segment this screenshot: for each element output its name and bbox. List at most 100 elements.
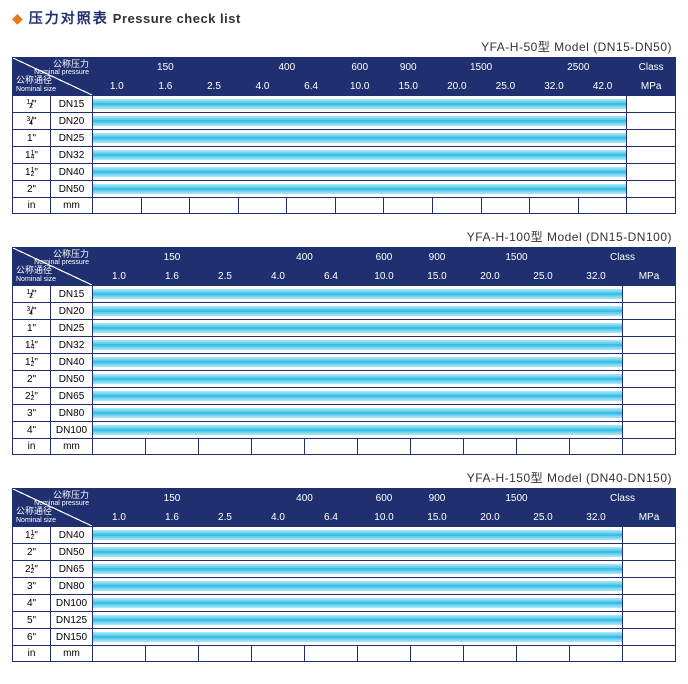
table-row: 1/2"DN15 [13,286,676,303]
footer-empty [93,439,146,455]
mpa-header: 1.6 [146,267,199,286]
footer-row: inmm [13,439,676,455]
footer-empty [517,439,570,455]
class-header: 150 [93,489,252,508]
empty-cell [623,320,676,337]
footer-empty [93,646,146,662]
size-in: 6" [13,629,51,646]
size-in: 3/4" [13,113,51,130]
pressure-range-bar [93,405,623,422]
pressure-range-bar [93,130,627,147]
mpa-header: 10.0 [358,508,411,527]
size-mm: DN150 [51,629,93,646]
footer-empty [252,646,305,662]
empty-cell [623,595,676,612]
model-label: YFA-H-50型 Model (DN15-DN50) [12,38,672,55]
class-header: Class [627,58,676,77]
mpa-header: 10.0 [335,77,384,96]
size-in: 112" [13,527,51,544]
pressure-range-bar [93,595,623,612]
pressure-range-bar [93,320,623,337]
class-header: 1500 [433,58,530,77]
empty-cell [623,286,676,303]
mpa-header: 2.5 [199,267,252,286]
size-in: 212" [13,388,51,405]
mpa-header: 15.0 [384,77,433,96]
footer-empty [570,646,623,662]
size-mm: DN125 [51,612,93,629]
class-header: Class [570,489,676,508]
table-row: 5"DN125 [13,612,676,629]
footer-empty [530,198,579,214]
footer-empty [93,198,142,214]
footer-empty [238,198,287,214]
model-label: YFA-H-100型 Model (DN15-DN100) [12,228,672,245]
footer-empty [481,198,530,214]
footer-mm: mm [51,198,93,214]
empty-cell [623,354,676,371]
mpa-header: 1.6 [141,77,190,96]
corner-header: 公称压力Nominal pressure公称通径Nominal size [13,58,93,96]
size-in: 1/2" [13,96,51,113]
empty-cell [623,612,676,629]
footer-empty [433,198,482,214]
title-cn: 压力对照表 [29,8,109,28]
class-header: 400 [252,248,358,267]
empty-cell [623,561,676,578]
size-mm: DN32 [51,147,93,164]
mpa-header: 20.0 [464,267,517,286]
size-in: 1" [13,130,51,147]
mpa-header: 25.0 [481,77,530,96]
table-row: 1"DN25 [13,130,676,147]
empty-cell [623,422,676,439]
empty-cell [627,113,676,130]
mpa-header: 25.0 [517,267,570,286]
mpa-header: 4.0 [252,508,305,527]
mpa-header: 1.0 [93,77,142,96]
pressure-range-bar [93,527,623,544]
footer-empty [335,198,384,214]
size-mm: DN50 [51,181,93,198]
footer-empty [464,439,517,455]
pressure-range-bar [93,422,623,439]
pressure-range-bar [93,303,623,320]
table-row: 112"DN40 [13,164,676,181]
mpa-header: 6.4 [287,77,336,96]
class-header: 1500 [464,248,570,267]
table-row: 6"DN150 [13,629,676,646]
mpa-header: 20.0 [433,77,482,96]
size-mm: DN32 [51,337,93,354]
table-row: 212"DN65 [13,561,676,578]
mpa-header: 32.0 [570,508,623,527]
size-mm: DN50 [51,544,93,561]
footer-empty [578,198,627,214]
pressure-range-bar [93,629,623,646]
size-in: 112" [13,354,51,371]
footer-mm: mm [51,439,93,455]
footer-empty [570,439,623,455]
size-in: 212" [13,561,51,578]
size-in: 2" [13,371,51,388]
size-mm: DN25 [51,320,93,337]
pressure-range-bar [93,181,627,198]
size-mm: DN65 [51,561,93,578]
class-header: 600 [358,489,411,508]
size-mm: DN15 [51,286,93,303]
pressure-range-bar [93,544,623,561]
table-row: 114"DN32 [13,337,676,354]
footer-empty [199,646,252,662]
mpa-header: 1.6 [146,508,199,527]
size-in: 112" [13,164,51,181]
mpa-header: 1.0 [93,267,146,286]
mpa-header: 25.0 [517,508,570,527]
table-row: 2"DN50 [13,544,676,561]
footer-empty [384,198,433,214]
empty-cell [623,371,676,388]
pressure-table-section: YFA-H-100型 Model (DN15-DN100)公称压力Nominal… [12,228,676,455]
empty-cell [623,544,676,561]
mpa-header: 15.0 [411,508,464,527]
pressure-range-bar [93,286,623,303]
size-mm: DN100 [51,595,93,612]
pressure-table: 公称压力Nominal pressure公称通径Nominal size1504… [12,488,676,662]
size-in: 3" [13,405,51,422]
